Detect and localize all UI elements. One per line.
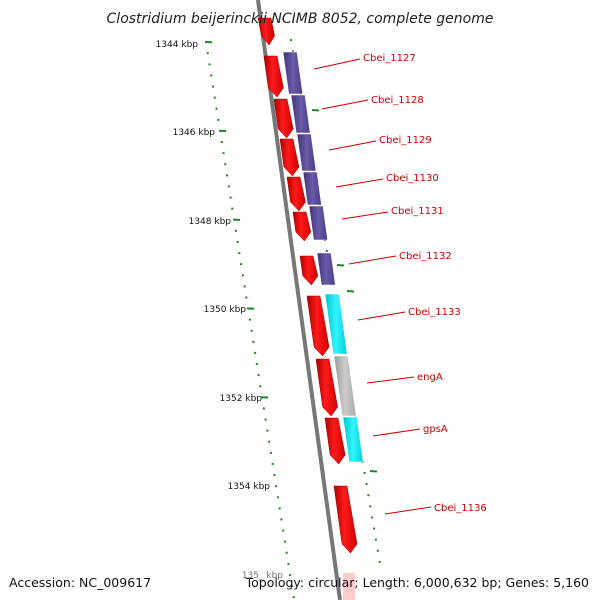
cds-arrow	[273, 98, 294, 139]
gene-leader-line	[335, 178, 384, 188]
gene-leader-line	[384, 506, 432, 515]
outer-major-tick	[311, 109, 320, 112]
cog-block	[308, 205, 328, 241]
topology-text: Topology: circular; Length: 6,000,632 bp…	[245, 575, 589, 590]
cog-block	[282, 51, 304, 95]
inner-tick-marks	[204, 41, 295, 599]
gene-label: Cbei_1133	[408, 307, 461, 318]
gene-label: Cbei_1131	[391, 206, 444, 217]
cds-arrow	[324, 417, 346, 465]
gene-label: Cbei_1129	[379, 135, 432, 146]
cds-feature-track	[257, 17, 358, 600]
gene-leader-line	[372, 428, 421, 437]
gene-label: Cbei_1128	[371, 95, 424, 106]
gene-label: Cbei_1130	[386, 173, 439, 184]
tick-label: 135_ kbp	[242, 571, 283, 581]
gene-leader-line	[328, 140, 377, 151]
cds-arrow	[257, 17, 275, 46]
cds-arrow	[286, 176, 306, 212]
outer-major-tick	[336, 264, 345, 267]
cds-arrow	[315, 358, 338, 417]
cds-arrow	[292, 211, 312, 242]
tick-label: 1350 kbp	[204, 305, 247, 315]
tick-label-layer: 1344 kbp 1346 kbp 1348 kbp 1350 kbp 1352 kbp…	[156, 40, 284, 581]
gene-label: Cbei_1127	[363, 53, 416, 64]
gene-leader-line	[357, 311, 406, 321]
outer-major-tick	[369, 470, 378, 473]
genome-backbone	[256, 0, 342, 600]
tick-label: 1344 kbp	[156, 40, 199, 50]
cds-arrow	[279, 138, 300, 177]
cds-arrow	[263, 55, 284, 98]
cds-fragment	[343, 573, 355, 600]
cds-arrow	[333, 485, 358, 554]
gene-leader-line	[366, 376, 415, 384]
accession-text: Accession: NC_009617	[9, 575, 151, 590]
outer-major-tick	[346, 290, 355, 293]
gene-leader-line	[348, 255, 397, 265]
tick-label: 1348 kbp	[189, 217, 232, 227]
gene-leader-line	[341, 211, 389, 220]
gene-label: Cbei_1132	[399, 251, 452, 262]
tick-label: 1354 kbp	[228, 482, 271, 492]
gene-leader-line	[321, 99, 369, 110]
tick-label: 1346 kbp	[173, 128, 216, 138]
tick-label: 1352 kbp	[220, 394, 263, 404]
gene-label: gpsA	[423, 424, 448, 435]
cog-feature-track	[282, 51, 364, 463]
gene-label: Cbei_1136	[434, 503, 487, 514]
cog-block	[324, 293, 348, 355]
cog-block	[342, 416, 364, 463]
cog-block	[290, 94, 311, 134]
cog-block	[302, 171, 322, 206]
gene-label: engA	[417, 372, 443, 383]
cog-block	[333, 355, 357, 417]
genome-title: Clostridium beijerinckii NCIMB 8052, com…	[107, 11, 494, 27]
cds-arrow	[306, 295, 330, 357]
cds-arrow	[299, 255, 319, 286]
gene-label-layer: Cbei_1127 Cbei_1128 Cbei_1129 Cbei_1130 Cbei…	[313, 53, 487, 515]
gene-leader-line	[313, 58, 361, 70]
cog-block	[316, 252, 336, 286]
cog-block	[296, 133, 317, 172]
